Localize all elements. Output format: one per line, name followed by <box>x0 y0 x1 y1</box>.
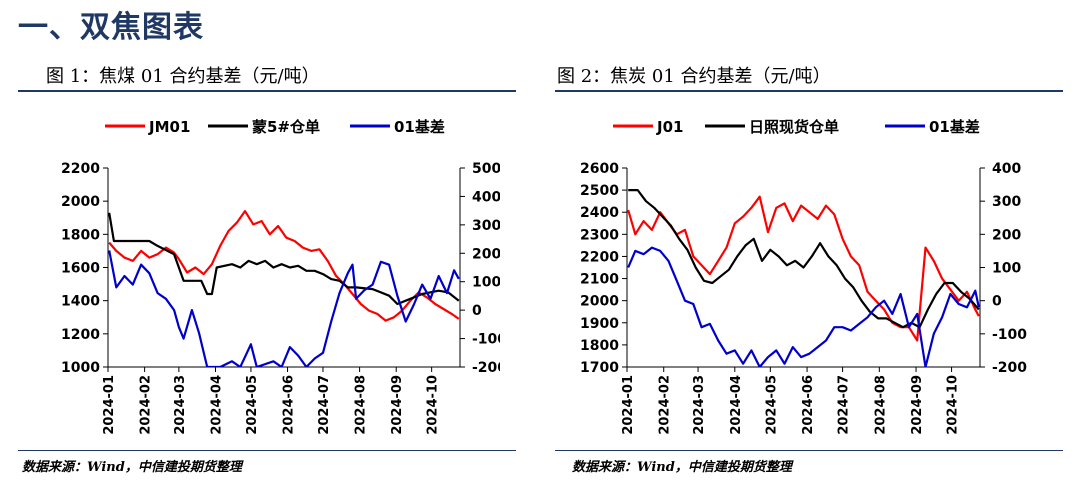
x-tick-label: 2024-09 <box>390 375 405 435</box>
legend: J01 日照现货仓单 01基差 <box>613 118 980 136</box>
x-tick-label: 2024-04 <box>729 375 744 435</box>
legend-label: 01基差 <box>394 118 445 136</box>
x-tick-label: 2024-03 <box>173 375 188 435</box>
y-left-tick-label: 1900 <box>580 316 619 332</box>
y-left-tick-label: 1400 <box>61 294 100 310</box>
y-right-tick-label: 100 <box>472 275 500 291</box>
series-line <box>108 212 460 306</box>
x-tick-label: 2024-02 <box>658 375 673 435</box>
x-tick-label: 2024-04 <box>209 375 224 435</box>
figure-2-title: 图 2：焦炭 01 合约基差（元/吨） <box>557 66 831 87</box>
series-line <box>627 246 980 367</box>
legend-label: 01基差 <box>929 118 980 136</box>
series-line <box>628 188 980 329</box>
y-left-tick-label: 2400 <box>580 205 619 221</box>
legend-label: 蒙5#仓单 <box>252 118 320 136</box>
x-tick-label: 2024-08 <box>354 375 369 435</box>
title-divider-left <box>18 90 516 92</box>
y-right-tick-label: 400 <box>472 189 500 205</box>
x-tick-label: 2024-10 <box>946 375 961 435</box>
y-left-tick-label: 2200 <box>580 249 619 265</box>
y-left-tick-label: 1200 <box>61 327 100 343</box>
y-left-tick-label: 2200 <box>61 161 100 177</box>
legend-label: J01 <box>656 118 683 136</box>
figure-1-title: 图 1：焦煤 01 合约基差（元/吨） <box>46 66 320 87</box>
axes: 1700180019002000210022002300240025002600… <box>580 161 1027 435</box>
y-right-tick-label: -200 <box>472 360 500 376</box>
x-tick-label: 2024-05 <box>245 375 260 435</box>
y-left-tick-label: 1800 <box>580 338 619 354</box>
y-right-tick-label: 100 <box>992 261 1021 277</box>
x-tick-label: 2024-07 <box>317 375 332 435</box>
y-right-tick-label: 300 <box>472 218 500 234</box>
y-left-tick-label: 1000 <box>61 360 100 376</box>
y-right-tick-label: 200 <box>992 227 1021 243</box>
y-right-tick-label: 300 <box>992 194 1021 210</box>
y-right-tick-label: 0 <box>992 294 1002 310</box>
legend-label: JM01 <box>148 118 190 136</box>
y-left-tick-label: 2600 <box>580 161 619 177</box>
y-left-tick-label: 1600 <box>61 261 100 277</box>
y-left-tick-label: 2100 <box>580 272 619 288</box>
x-tick-label: 2024-07 <box>837 375 852 435</box>
chart-coking-coal-basis: JM01 蒙5#仓单 01基差100012001400160018002000220… <box>61 118 500 435</box>
y-right-tick-label: 500 <box>472 161 500 177</box>
y-left-tick-label: 1800 <box>61 227 100 243</box>
data-source-left: 数据来源：Wind，中信建投期货整理 <box>22 460 242 475</box>
series-line <box>108 209 460 322</box>
x-tick-label: 2024-06 <box>801 375 816 435</box>
section-title: 一、双焦图表 <box>18 10 204 45</box>
y-right-tick-label: 400 <box>992 161 1021 177</box>
x-tick-label: 2024-01 <box>621 375 636 435</box>
title-divider-right <box>555 90 1063 92</box>
legend-label: 日照现货仓单 <box>749 118 839 136</box>
data-source-right: 数据来源：Wind，中信建投期货整理 <box>572 460 792 475</box>
y-right-tick-label: 200 <box>472 246 500 262</box>
y-left-tick-label: 2300 <box>580 227 619 243</box>
x-tick-label: 2024-01 <box>102 375 117 435</box>
y-right-tick-label: -200 <box>992 360 1027 376</box>
y-left-tick-label: 1700 <box>580 360 619 376</box>
x-tick-label: 2024-08 <box>873 375 888 435</box>
y-left-tick-label: 2500 <box>580 183 619 199</box>
y-left-tick-label: 2000 <box>580 294 619 310</box>
y-right-tick-label: 0 <box>472 303 482 319</box>
source-divider-left <box>18 450 516 451</box>
source-divider-right <box>555 450 1063 451</box>
x-tick-label: 2024-06 <box>282 375 297 435</box>
x-tick-label: 2024-10 <box>426 375 441 435</box>
legend: JM01 蒙5#仓单 01基差 <box>105 118 445 136</box>
x-tick-label: 2024-02 <box>139 375 154 435</box>
y-left-tick-label: 2000 <box>61 194 100 210</box>
y-right-tick-label: -100 <box>992 327 1027 343</box>
x-tick-label: 2024-05 <box>764 375 779 435</box>
series-line <box>627 195 980 342</box>
series-line <box>108 250 460 367</box>
chart-coke-basis: J01 日照现货仓单 01基差170018001900200021002200230… <box>580 118 1027 435</box>
x-tick-label: 2024-09 <box>910 375 925 435</box>
x-tick-label: 2024-03 <box>692 375 707 435</box>
axes: 1000 1200 1400 1600 1800 2000 2200 -200 -100 0 100… <box>61 161 500 435</box>
y-right-tick-label: -100 <box>472 332 500 348</box>
